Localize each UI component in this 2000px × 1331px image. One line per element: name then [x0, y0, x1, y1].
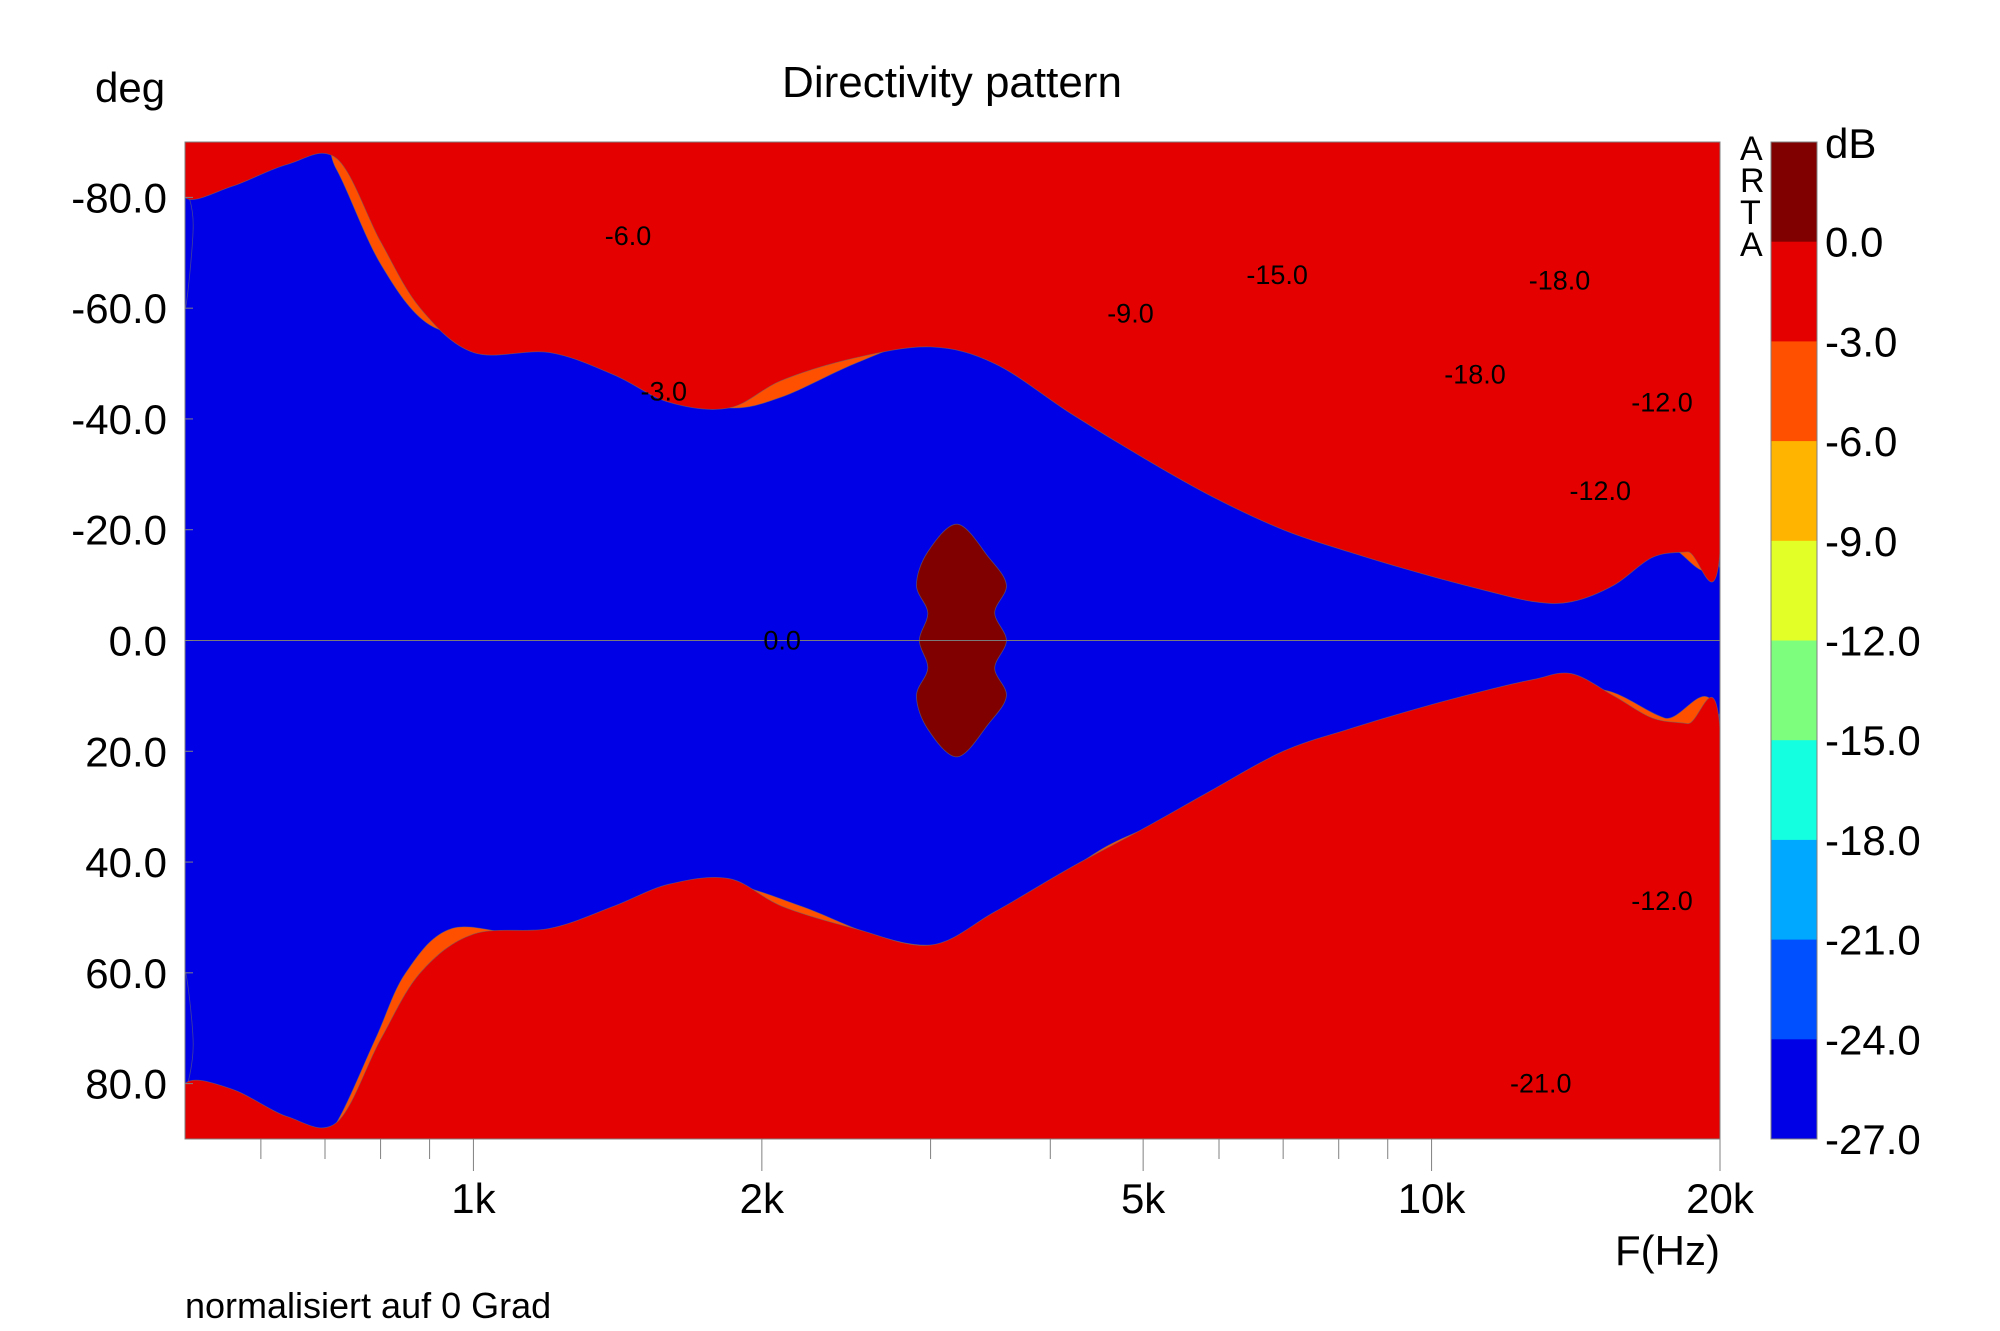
colorbar-label: -15.0: [1825, 717, 1921, 764]
y-tick-label: 80.0: [85, 1061, 167, 1108]
colorbar-label: -6.0: [1825, 418, 1897, 465]
colorbar-unit: dB: [1825, 120, 1876, 167]
contour-label: -6.0: [605, 221, 652, 251]
contour-label: -18.0: [1529, 265, 1591, 295]
colorbar-swatch: [1771, 640, 1817, 741]
colorbar: dB 0.0 -3.0 -6.0 -9.0 -12.0 -15.0 -18.0 -21.0 -24…: [1770, 120, 1921, 1163]
y-tick-label: 40.0: [85, 839, 167, 886]
watermark-letter: A: [1740, 130, 1763, 168]
contour-label: -12.0: [1631, 387, 1693, 417]
colorbar-label: 0.0: [1825, 219, 1883, 266]
contour-region: [185, 192, 194, 309]
contour-label: -12.0: [1570, 476, 1632, 506]
contour-labels: -6.0 -3.0 -9.0 -15.0 -18.0 -18.0 -12.0 -12.0 0.0…: [605, 221, 1693, 1098]
x-tick-label: 10k: [1398, 1175, 1467, 1222]
contour-region: [185, 672, 1720, 1139]
contour-label: -18.0: [1444, 360, 1506, 390]
y-axis-label: deg: [95, 64, 165, 111]
contour-label: -21.0: [1510, 1069, 1572, 1099]
colorbar-label: -27.0: [1825, 1116, 1921, 1163]
x-axis-label: F(Hz): [1615, 1227, 1720, 1274]
y-tick-label: -60.0: [71, 285, 167, 332]
colorbar-label: -24.0: [1825, 1016, 1921, 1063]
colorbar-label: -21.0: [1825, 917, 1921, 964]
colorbar-swatch: [1771, 441, 1817, 542]
x-axis: 1k 2k 5k 10k 20k: [260, 1139, 1755, 1222]
contour-region: [185, 142, 1720, 604]
y-tick-label: -40.0: [71, 396, 167, 443]
colorbar-swatch: [1771, 839, 1817, 941]
watermark-letter: T: [1740, 194, 1761, 232]
colorbar-label: -9.0: [1825, 518, 1897, 565]
y-tick-label: -20.0: [71, 507, 167, 554]
contour-label: 0.0: [763, 626, 801, 656]
y-tick-label: -80.0: [71, 174, 167, 221]
y-tick-label: 0.0: [109, 618, 167, 665]
contour-label: -9.0: [1107, 299, 1154, 329]
colorbar-swatch: [1771, 740, 1817, 841]
y-tick-label: 60.0: [85, 950, 167, 997]
watermark-letter: R: [1740, 162, 1765, 200]
colorbar-swatch: [1771, 540, 1817, 641]
colorbar-swatch: [1771, 1039, 1817, 1140]
contour-region: [185, 972, 194, 1087]
colorbar-label: -18.0: [1825, 817, 1921, 864]
footnote: normalisiert auf 0 Grad: [185, 1285, 551, 1326]
contour-label: -3.0: [641, 376, 688, 406]
colorbar-swatch: [1771, 939, 1817, 1040]
x-tick-label: 2k: [740, 1175, 785, 1222]
colorbar-label: -3.0: [1825, 318, 1897, 365]
colorbar-swatch: [1771, 341, 1817, 442]
chart-title: Directivity pattern: [782, 58, 1122, 107]
contour-label: -15.0: [1246, 260, 1308, 290]
x-tick-label: 20k: [1686, 1175, 1755, 1222]
y-tick-label: 20.0: [85, 728, 167, 775]
colorbar-frame: [1770, 141, 1818, 1140]
colorbar-label: -12.0: [1825, 618, 1921, 665]
contour-label: -12.0: [1631, 886, 1693, 916]
plot-area: [185, 142, 1720, 1139]
y-axis: -80.0 -60.0 -40.0 -20.0 0.0 20.0 40.0 60.0 80.0: [71, 174, 193, 1108]
colorbar-swatch: [1771, 142, 1817, 243]
x-tick-label: 5k: [1121, 1175, 1166, 1222]
x-tick-label: 1k: [451, 1175, 496, 1222]
watermark-letter: A: [1740, 226, 1763, 264]
colorbar-swatch: [1771, 241, 1817, 342]
